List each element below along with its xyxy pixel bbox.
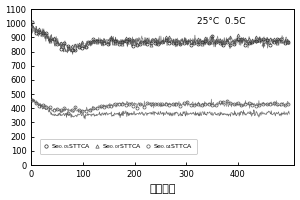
Se$_{0.05}$STTCA [286, 41, 290, 43]
Se$_{0.04}$STTCA [66, 112, 70, 114]
Se$_{0.07}$STTCA [196, 38, 200, 40]
Se$_{0.05}$STTCA [74, 49, 77, 51]
Se$_{0.04}$STTCA [95, 106, 99, 109]
Se$_{0.07}$STTCA [286, 40, 290, 43]
Legend: Se$_{0.05}$STTCA, Se$_{0.07}$STTCA, Se$_{0.04}$STTCA: Se$_{0.05}$STTCA, Se$_{0.07}$STTCA, Se$_… [40, 139, 196, 154]
Se$_{0.07}$STTCA [207, 41, 211, 43]
Se$_{0.05}$STTCA [66, 45, 70, 48]
X-axis label: 循环次数: 循环次数 [150, 184, 176, 194]
Se$_{0.05}$STTCA [95, 39, 99, 42]
Se$_{0.07}$STTCA [63, 48, 66, 50]
Se$_{0.05}$STTCA [30, 21, 34, 23]
Se$_{0.04}$STTCA [30, 98, 34, 101]
Se$_{0.04}$STTCA [286, 102, 290, 105]
Se$_{0.05}$STTCA [196, 43, 200, 45]
Se$_{0.05}$STTCA [178, 43, 182, 45]
Se$_{0.04}$STTCA [196, 103, 200, 105]
Line: Se$_{0.04}$STTCA: Se$_{0.04}$STTCA [30, 98, 290, 114]
Se$_{0.04}$STTCA [178, 105, 182, 107]
Se$_{0.07}$STTCA [95, 41, 99, 43]
Se$_{0.04}$STTCA [70, 109, 74, 111]
Se$_{0.05}$STTCA [207, 42, 211, 44]
Se$_{0.04}$STTCA [207, 103, 211, 105]
Line: Se$_{0.05}$STTCA: Se$_{0.05}$STTCA [30, 20, 290, 52]
Text: 25°C  0.5C: 25°C 0.5C [197, 17, 246, 26]
Se$_{0.05}$STTCA [120, 41, 124, 43]
Se$_{0.07}$STTCA [178, 42, 182, 44]
Line: Se$_{0.07}$STTCA: Se$_{0.07}$STTCA [30, 24, 290, 50]
Se$_{0.07}$STTCA [120, 43, 124, 45]
Se$_{0.04}$STTCA [120, 102, 124, 105]
Se$_{0.07}$STTCA [70, 45, 74, 47]
Se$_{0.07}$STTCA [30, 24, 34, 27]
